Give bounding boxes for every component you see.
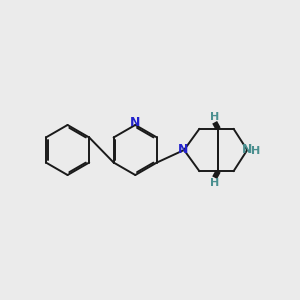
Text: N: N — [177, 143, 188, 157]
Text: H: H — [251, 146, 260, 156]
Text: H: H — [210, 112, 219, 122]
Text: H: H — [210, 178, 219, 188]
Text: N: N — [242, 143, 252, 157]
Text: N: N — [130, 116, 140, 128]
